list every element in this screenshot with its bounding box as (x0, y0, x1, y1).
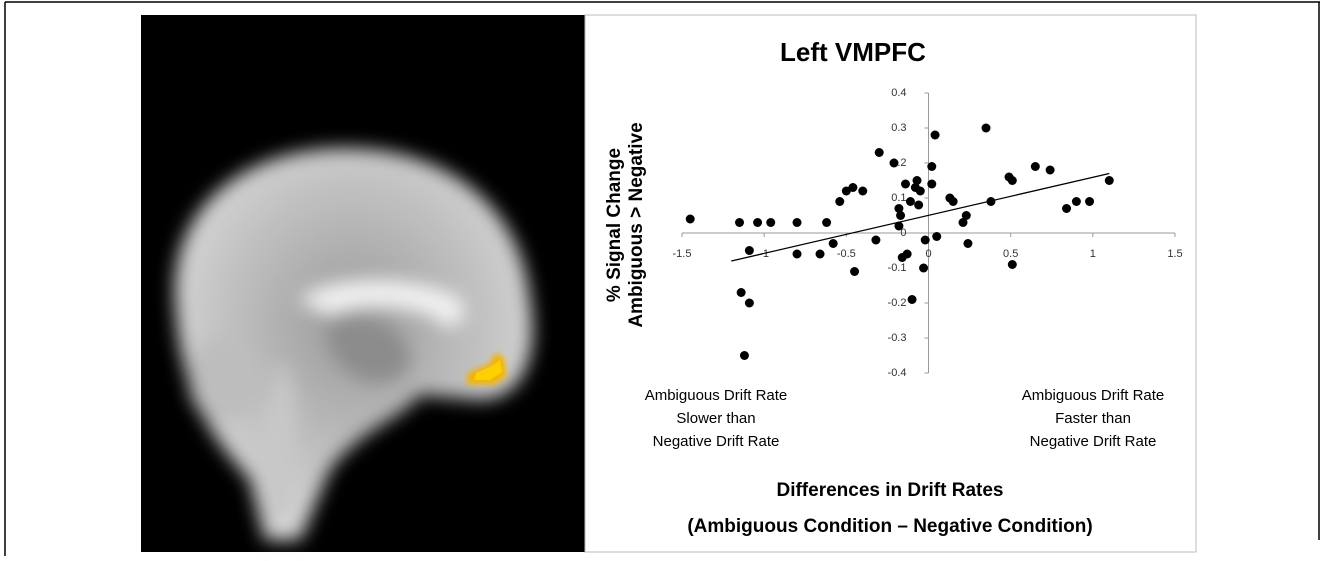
y-axis-label: % Signal Change (604, 148, 625, 302)
annotation: Negative Drift Rate (1030, 433, 1157, 450)
data-point (753, 218, 762, 227)
data-point (740, 351, 749, 360)
x-tick-label: 1 (1090, 248, 1096, 260)
y-tick-label: -0.4 (888, 367, 907, 379)
data-point (735, 218, 744, 227)
brain-image (141, 15, 585, 552)
y-tick-label: -0.3 (888, 332, 907, 344)
data-point (919, 264, 928, 273)
y-axis-label: Ambiguous > Negative (626, 122, 647, 327)
x-tick-label: 0.5 (1003, 248, 1018, 260)
x-tick-label: -1.5 (673, 248, 692, 260)
chart-title: Left VMPFC (780, 37, 926, 67)
data-point (949, 197, 958, 206)
data-point (889, 159, 898, 168)
data-point (982, 124, 991, 133)
data-point (793, 250, 802, 259)
y-tick-label: 0.1 (891, 192, 906, 204)
data-point (927, 162, 936, 171)
data-point (793, 218, 802, 227)
data-point (686, 215, 695, 224)
data-point (1105, 176, 1114, 185)
data-point (962, 211, 971, 220)
data-point (912, 176, 921, 185)
data-point (871, 236, 880, 245)
data-point (1031, 162, 1040, 171)
data-point (850, 267, 859, 276)
annotation: Slower than (676, 410, 755, 427)
data-point (766, 218, 775, 227)
data-point (875, 148, 884, 157)
data-point (914, 201, 923, 210)
annotation: Negative Drift Rate (653, 433, 780, 450)
data-point (829, 239, 838, 248)
data-point (906, 197, 915, 206)
data-point (986, 197, 995, 206)
x-tick-label: -0.5 (837, 248, 856, 260)
data-point (745, 299, 754, 308)
data-point (896, 211, 905, 220)
y-tick-label: 0.4 (891, 87, 906, 99)
data-point (1085, 197, 1094, 206)
data-point (921, 236, 930, 245)
annotation: Ambiguous Drift Rate (645, 387, 788, 404)
data-point (737, 288, 746, 297)
data-point (1008, 260, 1017, 269)
x-tick-label: 1.5 (1167, 248, 1182, 260)
data-point (908, 295, 917, 304)
y-tick-label: -0.2 (888, 297, 907, 309)
data-point (745, 246, 754, 255)
y-tick-label: -0.1 (888, 262, 907, 274)
y-tick-label: 0.3 (891, 122, 906, 134)
data-point (932, 232, 941, 241)
data-point (1008, 176, 1017, 185)
data-point (901, 180, 910, 189)
x-axis-label: Differences in Drift Rates (776, 480, 1003, 501)
x-axis-label: (Ambiguous Condition – Negative Conditio… (687, 516, 1092, 537)
data-point (931, 131, 940, 140)
data-point (894, 222, 903, 231)
data-point (1062, 204, 1071, 213)
data-point (822, 218, 831, 227)
data-point (916, 187, 925, 196)
figure: Left VMPFC % Signal Change Ambiguous > N… (0, 0, 1325, 561)
data-point (927, 180, 936, 189)
data-point (963, 239, 972, 248)
x-tick-label: 0 (925, 248, 931, 260)
annotation: Ambiguous Drift Rate (1022, 387, 1165, 404)
data-point (848, 183, 857, 192)
data-point (903, 250, 912, 259)
data-point (858, 187, 867, 196)
data-point (1072, 197, 1081, 206)
annotation: Faster than (1055, 410, 1131, 427)
data-point (1046, 166, 1055, 175)
data-point (816, 250, 825, 259)
data-point (835, 197, 844, 206)
